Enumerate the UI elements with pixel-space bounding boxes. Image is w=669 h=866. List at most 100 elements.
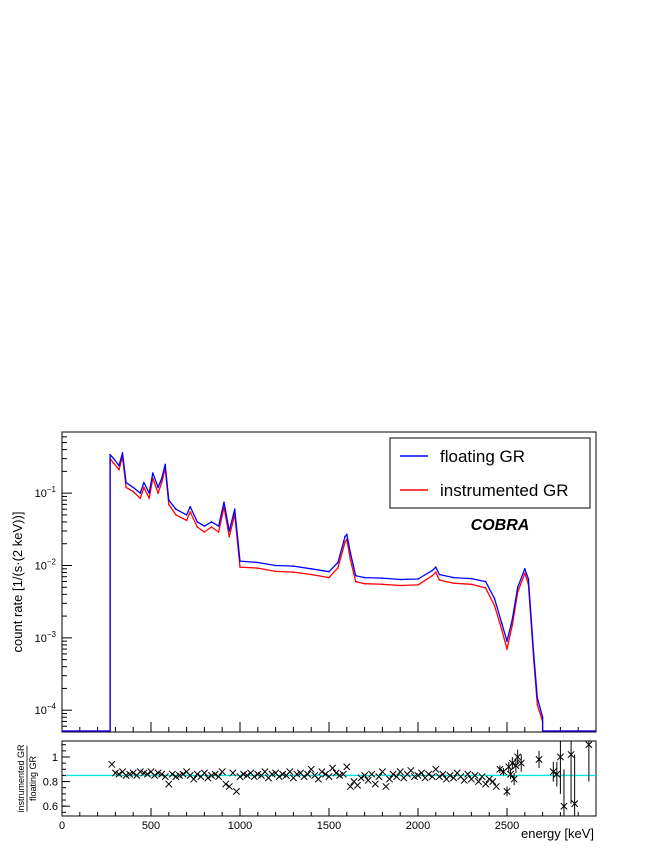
cobra-annotation: COBRA (471, 517, 530, 534)
data-point (210, 526, 213, 528)
data-point (157, 492, 159, 494)
y-tick-exponent: −1 (47, 485, 57, 494)
data-point (337, 561, 339, 564)
ratio-marker (549, 768, 557, 776)
data-point (500, 628, 503, 631)
ratio-marker (211, 770, 219, 778)
data-point (189, 511, 191, 513)
data-point (217, 531, 220, 533)
data-point (274, 570, 277, 573)
ratio-marker (571, 800, 579, 808)
ratio-marker (225, 782, 233, 791)
ratio-marker (464, 770, 472, 778)
ratio-marker (556, 753, 564, 761)
data-point (349, 552, 352, 554)
data-point (143, 481, 145, 484)
x-tick-label: 2500 (495, 820, 519, 832)
ratio-marker (343, 763, 351, 771)
ratio-marker (165, 780, 173, 788)
data-point (484, 587, 487, 589)
ratio-marker (585, 741, 593, 749)
data-point (160, 481, 163, 484)
ratio-marker (318, 768, 326, 776)
data-point (257, 567, 259, 569)
ratio-marker (435, 773, 443, 781)
y-tick-mantissa: 10 (35, 488, 47, 500)
data-point (112, 462, 115, 464)
data-point (431, 575, 434, 577)
ratio-marker (304, 770, 312, 778)
ratio-marker (393, 773, 401, 781)
data-point (196, 526, 199, 528)
data-point (337, 567, 339, 569)
ratio-marker (158, 770, 166, 778)
ratio-marker (215, 773, 223, 781)
ratio-y-tick-label: 0.6 (43, 801, 58, 813)
ratio-marker (439, 770, 447, 778)
data-point (500, 622, 503, 624)
y-tick-exponent: −4 (47, 702, 57, 711)
data-point (532, 653, 535, 655)
data-point (223, 501, 225, 504)
data-point (121, 452, 124, 454)
data-point (175, 514, 177, 516)
ratio-marker (450, 774, 458, 782)
data-point (125, 481, 127, 484)
y-tick-exponent: −2 (47, 558, 57, 567)
data-point (175, 508, 177, 511)
data-point (344, 541, 346, 543)
data-point (228, 530, 231, 532)
ratio-marker (115, 770, 123, 778)
ratio-marker (389, 770, 397, 778)
x-axis-title: energy [keV] (521, 826, 594, 841)
data-point (274, 564, 277, 567)
x-tick-label: 0 (59, 820, 65, 832)
ratio-marker (385, 775, 394, 783)
data-point (189, 505, 191, 508)
data-point (493, 604, 496, 607)
data-point (452, 576, 455, 579)
data-point (109, 453, 111, 456)
data-point (363, 582, 366, 585)
data-point (524, 568, 526, 570)
ratio-marker (446, 771, 454, 779)
ratio-marker (332, 769, 340, 777)
data-point (168, 499, 170, 502)
ratio-marker (261, 768, 269, 776)
ratio-marker (300, 773, 308, 781)
ratio-marker (307, 765, 315, 773)
ratio-marker (474, 778, 483, 786)
ratio-marker (193, 770, 201, 778)
ratio-marker (329, 764, 337, 772)
data-point (354, 575, 357, 577)
y-tick-label: 10−4 (35, 702, 57, 717)
y-axis-title: count rate [1/(s·(2 keV))] (10, 512, 25, 653)
data-point (470, 577, 473, 580)
data-point (203, 531, 206, 533)
ratio-marker (396, 768, 404, 776)
ratio-marker (222, 780, 230, 788)
ratio-marker (168, 770, 176, 778)
ratio-marker (143, 770, 151, 778)
ratio-marker (364, 776, 372, 784)
data-point (125, 486, 127, 489)
ratio-marker (325, 773, 333, 781)
ratio-marker (108, 760, 116, 768)
ratio-marker (535, 755, 543, 763)
ratio-marker (567, 750, 575, 759)
ratio-marker (200, 769, 208, 777)
data-point (506, 648, 508, 650)
ratio-marker (353, 781, 362, 789)
ratio-marker (250, 773, 258, 781)
data-point (292, 571, 295, 573)
data-point (524, 572, 526, 575)
ratio-marker (471, 771, 479, 779)
data-point (292, 565, 295, 567)
data-point (233, 508, 236, 511)
data-point (417, 578, 419, 580)
data-point (203, 525, 206, 527)
ratio-marker (179, 770, 187, 778)
data-point (506, 640, 508, 642)
